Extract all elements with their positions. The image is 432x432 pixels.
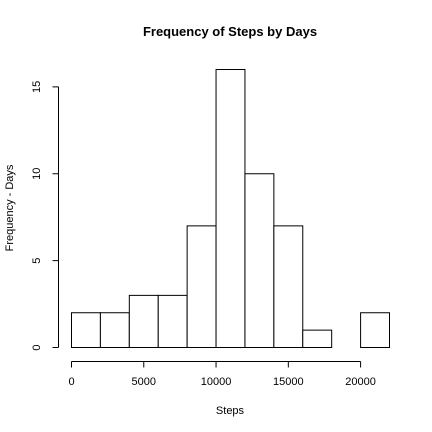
x-axis: 0 5000 10000 15000 20000 — [68, 362, 375, 389]
y-tick-label-0: 0 — [31, 344, 43, 350]
histogram-bar-8 — [303, 330, 332, 347]
y-tick-label-3: 15 — [31, 81, 43, 93]
y-tick-label-1: 5 — [31, 258, 43, 264]
histogram-bar-7 — [274, 226, 303, 348]
histogram-bar-3 — [158, 295, 187, 347]
x-tick-label-4: 20000 — [345, 376, 376, 388]
histogram-bar-10 — [361, 313, 390, 348]
y-axis-label: Frequency - Days — [4, 164, 16, 251]
histogram-bar-2 — [129, 295, 158, 347]
x-tick-label-2: 10000 — [201, 376, 232, 388]
y-tick-label-2: 10 — [31, 168, 43, 180]
histogram-bar-0 — [72, 313, 101, 348]
bars-layer — [72, 70, 390, 348]
y-axis: 0 5 10 15 — [31, 81, 59, 351]
x-tick-label-3: 15000 — [273, 376, 304, 388]
x-tick-label-1: 5000 — [132, 376, 156, 388]
x-tick-label-0: 0 — [68, 376, 74, 388]
x-axis-label: Steps — [216, 405, 245, 417]
histogram-bar-5 — [216, 70, 245, 348]
histogram-bar-1 — [100, 313, 129, 348]
histogram-bar-6 — [245, 174, 274, 348]
chart-title: Frequency of Steps by Days — [143, 24, 317, 39]
histogram-bar-4 — [187, 226, 216, 348]
